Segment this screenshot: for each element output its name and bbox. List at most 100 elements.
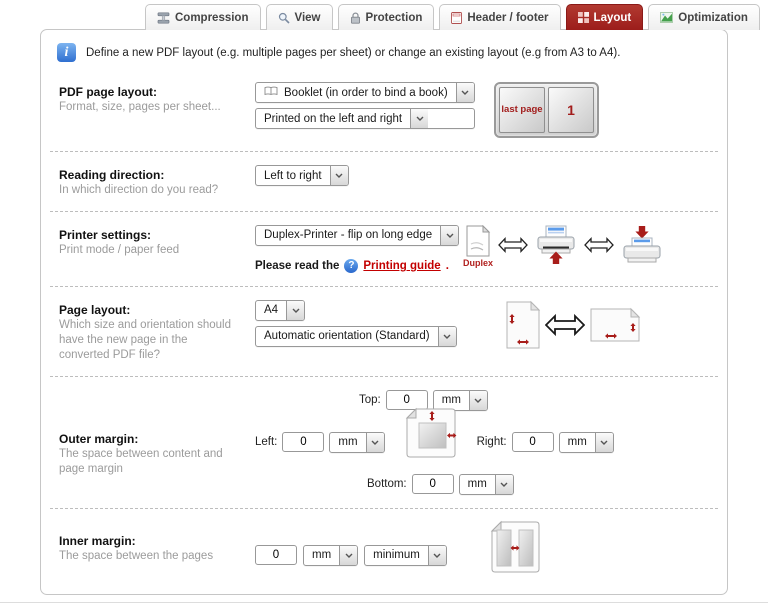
- bottom-margin-unit-select[interactable]: mm: [458, 473, 514, 495]
- tab-view[interactable]: View: [265, 4, 333, 30]
- double-arrow-icon: [544, 312, 586, 341]
- inner-margin-unit-select[interactable]: mm: [303, 544, 359, 566]
- pdf-page-layout-description: Format, size, pages per sheet...: [59, 101, 221, 113]
- guide-suffix: .: [445, 259, 449, 272]
- row-pdf-page-layout: PDF page layout: Format, size, pages per…: [41, 71, 727, 149]
- left-margin-unit: mm: [338, 436, 358, 449]
- duplex-illustration: Duplex: [462, 224, 665, 268]
- inner-margin-unit: mm: [312, 549, 332, 562]
- left-margin-input[interactable]: [282, 432, 325, 453]
- chevron-down-icon: [410, 109, 429, 128]
- reading-direction-label: Reading direction:: [59, 168, 165, 182]
- chevron-down-icon: [494, 474, 513, 494]
- guide-prefix: Please read the: [255, 259, 340, 272]
- right-margin-unit: mm: [567, 436, 587, 449]
- page-layout-type-value: Booklet (in order to bind a book): [284, 86, 448, 99]
- bottom-margin-input[interactable]: [411, 474, 454, 495]
- tab-protection[interactable]: Protection: [337, 4, 435, 30]
- chevron-down-icon: [594, 432, 613, 452]
- tab-label: Protection: [365, 11, 423, 24]
- bottom-margin-label: Bottom:: [367, 478, 407, 491]
- chevron-down-icon: [427, 545, 446, 565]
- reading-direction-value: Left to right: [264, 169, 322, 182]
- tab-layout[interactable]: Layout: [565, 4, 644, 30]
- tab-header-footer[interactable]: Header / footer: [439, 4, 561, 30]
- tab-optimization[interactable]: Optimization: [648, 4, 760, 30]
- inner-margin-input[interactable]: [255, 545, 297, 566]
- inner-margin-description: The space between the pages: [59, 549, 214, 562]
- compression-icon: [157, 11, 170, 24]
- chevron-down-icon: [440, 225, 459, 245]
- printing-guide-line: Please read the ? Printing guide.: [255, 258, 459, 273]
- landscape-page-icon: [589, 305, 641, 348]
- divider: [50, 375, 718, 377]
- chevron-down-icon: [286, 300, 305, 320]
- bottom-margin-unit: mm: [467, 478, 487, 491]
- chevron-down-icon: [455, 83, 474, 102]
- page-size-select[interactable]: A4: [255, 299, 306, 321]
- printer-settings-description: Print mode / paper feed: [59, 243, 180, 256]
- info-icon: i: [57, 43, 76, 62]
- chevron-down-icon: [329, 166, 348, 185]
- printer-mode-value: Duplex-Printer - flip on long edge: [264, 229, 433, 242]
- booklet-first-page: 1: [548, 87, 594, 133]
- page-size-value: A4: [264, 304, 279, 317]
- divider: [50, 210, 718, 212]
- inner-margin-label: Inner margin:: [59, 533, 136, 548]
- outer-margin-page-icon: [402, 407, 460, 464]
- duplex-label: Duplex: [462, 257, 493, 268]
- view-icon: [278, 12, 290, 24]
- layout-grid-icon: [577, 12, 589, 23]
- reading-direction-select[interactable]: Left to right: [255, 165, 349, 186]
- printer-settings-label: Printer settings:: [59, 227, 152, 242]
- top-margin-label: Top:: [359, 394, 381, 407]
- chevron-down-icon: [339, 545, 358, 565]
- page-layout-label: Page layout:: [59, 302, 131, 317]
- inner-margin-page-icon: [488, 520, 542, 579]
- orientation-select[interactable]: Automatic orientation (Standard): [255, 325, 457, 347]
- outer-margin-description: The space between content and page margi…: [59, 447, 223, 475]
- page-layout-type-select[interactable]: Booklet (in order to bind a book): [255, 82, 475, 103]
- row-inner-margin: Inner margin: The space between the page…: [41, 511, 727, 590]
- tab-bar: Compression View Protection Header / foo…: [0, 0, 768, 30]
- inner-margin-mode-select[interactable]: minimum: [364, 544, 447, 566]
- divider: [50, 285, 718, 287]
- row-reading-direction: Reading direction: In which direction do…: [41, 154, 727, 209]
- printer-feed-up-icon: [533, 225, 579, 268]
- print-side-value: Printed on the left and right: [264, 112, 403, 125]
- duplex-page-icon: [464, 224, 492, 260]
- right-margin-input[interactable]: [511, 432, 554, 453]
- header-footer-icon: [451, 11, 463, 24]
- portrait-page-icon: [503, 300, 541, 353]
- outer-margin-label: Outer margin:: [59, 431, 139, 446]
- tab-compression[interactable]: Compression: [145, 4, 261, 30]
- tab-label: View: [294, 11, 321, 24]
- top-margin-input[interactable]: [385, 390, 428, 411]
- right-margin-unit-select[interactable]: mm: [558, 431, 614, 453]
- question-mark-icon[interactable]: ?: [344, 258, 359, 273]
- top-margin-unit-select[interactable]: mm: [432, 389, 488, 411]
- divider: [50, 151, 718, 152]
- optimization-icon: [660, 12, 674, 23]
- info-bar: i Define a new PDF layout (e.g. multiple…: [41, 32, 727, 71]
- tab-label: Header / footer: [467, 11, 549, 24]
- row-outer-margin: Outer margin: The space between content …: [41, 379, 727, 506]
- inner-margin-mode: minimum: [373, 549, 420, 562]
- left-margin-label: Left:: [255, 436, 278, 449]
- printing-guide-link[interactable]: Printing guide: [363, 259, 441, 272]
- lock-icon: [350, 12, 361, 24]
- double-arrow-icon: [498, 236, 528, 257]
- page-layout-description: Which size and orientation should have t…: [59, 318, 231, 361]
- info-text: Define a new PDF layout (e.g. multiple p…: [86, 46, 621, 59]
- left-margin-unit-select[interactable]: mm: [329, 431, 385, 453]
- print-side-select[interactable]: Printed on the left and right: [255, 108, 475, 129]
- divider: [50, 507, 718, 509]
- reading-direction-description: In which direction do you read?: [59, 184, 219, 196]
- chevron-down-icon: [437, 326, 456, 346]
- printer-mode-select[interactable]: Duplex-Printer - flip on long edge: [255, 224, 460, 246]
- page-bottom-divider: [0, 602, 768, 603]
- book-icon: [264, 86, 278, 99]
- double-arrow-icon: [584, 236, 614, 257]
- booklet-last-page: last page: [499, 87, 545, 133]
- orientation-illustration: [503, 300, 641, 353]
